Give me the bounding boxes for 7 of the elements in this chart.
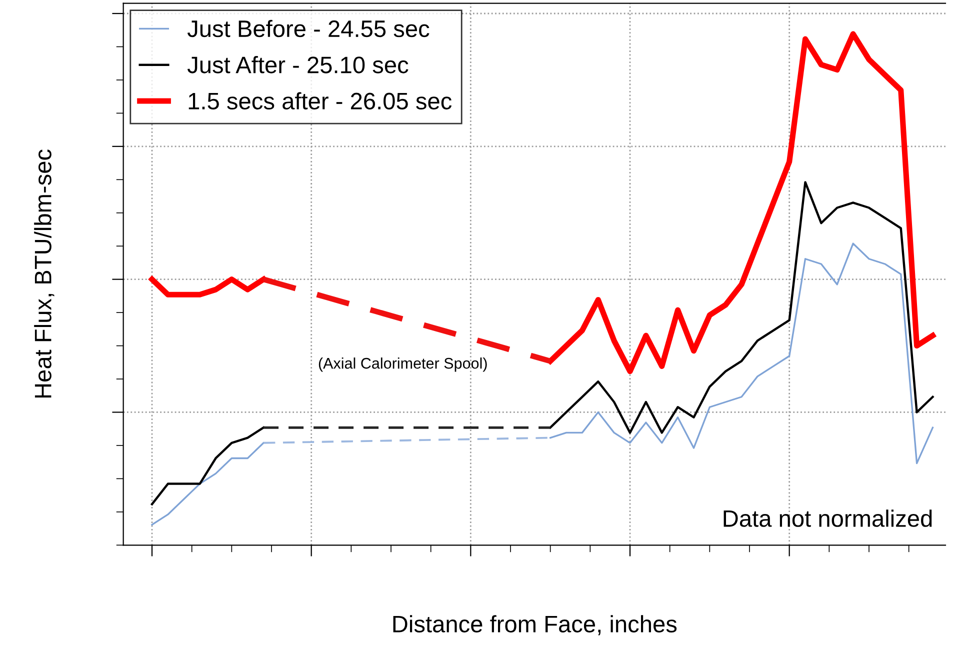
- legend-label: Just After - 25.10 sec: [187, 56, 408, 74]
- legend-label: 1.5 secs after - 26.05 sec: [188, 92, 452, 110]
- x-axis-title: Distance from Face, inches: [393, 615, 677, 636]
- y-axis-title: Heat Flux, BTU/lbm-sec: [34, 150, 54, 398]
- annotation: (Axial Calorimeter Spool): [318, 358, 487, 372]
- legend-label: Just Before - 24.55 sec: [187, 20, 430, 38]
- annotation: Data not normalized: [724, 510, 932, 527]
